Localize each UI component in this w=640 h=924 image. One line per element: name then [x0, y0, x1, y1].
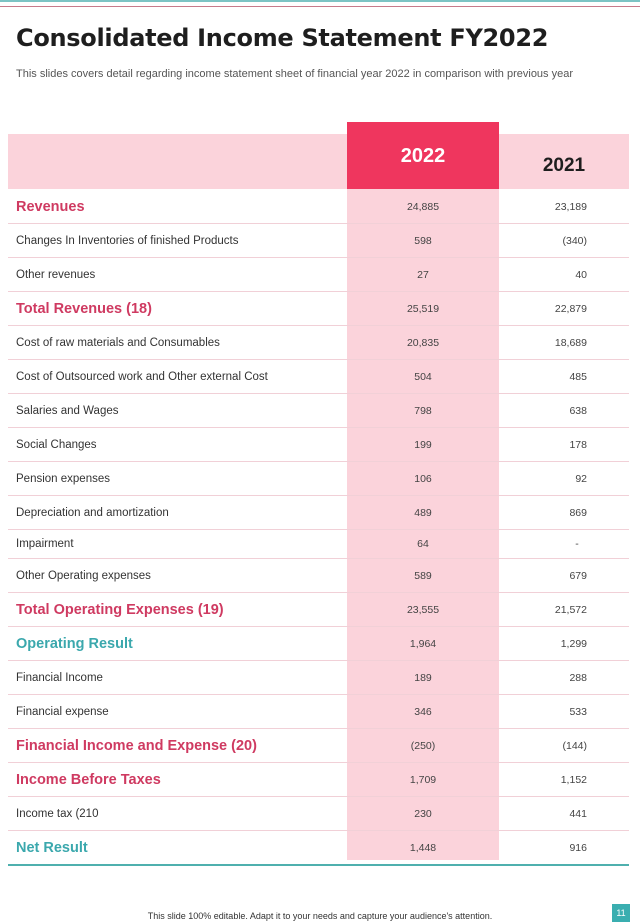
value-2022: 64: [417, 538, 429, 550]
value-2022: 346: [414, 705, 432, 718]
table-row: Cost of Outsourced work and Other extern…: [8, 360, 629, 394]
row-label: Income Before Taxes: [16, 771, 161, 788]
value-2021: 638: [569, 404, 587, 417]
row-label: Depreciation and amortization: [16, 506, 169, 519]
value-2022: 1,964: [409, 637, 437, 650]
table-body: Revenues 24,885 23,189 Changes In Inventori…: [8, 190, 629, 866]
value-2021: 21,572: [554, 603, 587, 616]
table-row: Financial Income 189 288: [8, 661, 629, 695]
table-row: Other Operating expenses 589 679: [8, 559, 629, 593]
value-2021: 23,189: [554, 200, 587, 213]
value-2021: 92: [575, 472, 587, 485]
value-2021: (340): [562, 234, 587, 247]
table-header: [8, 134, 629, 189]
value-2022: 504: [414, 370, 432, 383]
value-2021: 40: [575, 268, 587, 281]
table-row: Impairment 64 -: [8, 530, 629, 559]
table-row: Total Operating Expenses (19) 23,555 21,57…: [8, 593, 629, 627]
highlight-column-2022: [347, 122, 499, 860]
value-2022: 25,519: [406, 302, 440, 315]
table-row: Income tax (210 230 441: [8, 797, 629, 831]
value-2021: 1,299: [560, 637, 587, 650]
row-label: Total Revenues (18): [16, 300, 152, 317]
value-2022: 589: [414, 569, 432, 582]
table-row: Depreciation and amortization 489 869: [8, 496, 629, 530]
value-2022: 199: [414, 438, 432, 451]
value-2021: 533: [569, 705, 587, 718]
row-label: Net Result: [16, 839, 88, 856]
value-2022: 24,885: [406, 200, 440, 213]
value-2021: 869: [569, 506, 587, 519]
row-label: Salaries and Wages: [16, 404, 119, 417]
table-row: Income Before Taxes 1,709 1,152: [8, 763, 629, 797]
table-row: Pension expenses 106 92: [8, 462, 629, 496]
value-2021: 18,689: [554, 336, 587, 349]
table-row: Financial expense 346 533: [8, 695, 629, 729]
table-row: Total Revenues (18) 25,519 22,879: [8, 292, 629, 326]
footer-note: This slide 100% editable. Adapt it to yo…: [147, 911, 493, 921]
value-2022: 798: [414, 404, 432, 417]
table-row: Social Changes 199 178: [8, 428, 629, 462]
row-label: Income tax (210: [16, 807, 99, 820]
value-2021: 485: [569, 370, 587, 383]
value-2022: 1,448: [409, 841, 437, 854]
table-row: Cost of raw materials and Consumables 20,…: [8, 326, 629, 360]
value-2022: 27: [417, 268, 429, 281]
row-label: Impairment: [16, 538, 74, 550]
value-2022: (250): [410, 739, 436, 752]
row-label: Financial expense: [16, 705, 109, 718]
table-row: Salaries and Wages 798 638: [8, 394, 629, 428]
row-label: Other Operating expenses: [16, 569, 151, 582]
value-2022: 106: [414, 472, 432, 485]
value-2022: 230: [414, 807, 432, 820]
row-label: Total Operating Expenses (19): [16, 601, 224, 618]
value-2021: 679: [569, 569, 587, 582]
column-header-2021: 2021: [542, 154, 586, 176]
top-accent-line: [0, 6, 640, 7]
column-header-2022: 2022: [347, 122, 499, 189]
row-label: Revenues: [16, 198, 85, 215]
top-border-line: [0, 0, 640, 2]
value-2022: 189: [414, 671, 432, 684]
row-label: Pension expenses: [16, 472, 110, 485]
row-label: Operating Result: [16, 635, 133, 652]
value-2021: -: [575, 538, 579, 550]
value-2021: 441: [569, 807, 587, 820]
value-2021: 1,152: [560, 773, 587, 786]
value-2022: 1,709: [409, 773, 437, 786]
page-title: Consolidated Income Statement FY2022: [16, 24, 549, 52]
row-label: Other revenues: [16, 268, 96, 281]
row-label: Cost of raw materials and Consumables: [16, 336, 220, 349]
table-row: Operating Result 1,964 1,299: [8, 627, 629, 661]
value-2021: (144): [562, 739, 587, 752]
value-2021: 178: [569, 438, 587, 451]
value-2021: 22,879: [554, 302, 587, 315]
page-number: 11: [612, 904, 630, 922]
page-subtitle: This slides covers detail regarding inco…: [16, 68, 574, 80]
table-row: Changes In Inventories of finished Produ…: [8, 224, 629, 258]
value-2022: 20,835: [406, 336, 440, 349]
value-2022: 598: [414, 234, 432, 247]
row-label: Social Changes: [16, 438, 97, 451]
value-2021: 916: [569, 841, 587, 854]
table-row: Net Result 1,448 916: [8, 831, 629, 866]
row-label: Financial Income and Expense (20): [16, 737, 257, 754]
value-2021: 288: [569, 671, 587, 684]
value-2022: 489: [414, 506, 432, 519]
table-row: Other revenues 27 40: [8, 258, 629, 292]
row-label: Changes In Inventories of finished Produ…: [16, 234, 239, 247]
row-label: Cost of Outsourced work and Other extern…: [16, 370, 268, 383]
value-2022: 23,555: [406, 603, 440, 616]
table-row: Financial Income and Expense (20) (250) (1…: [8, 729, 629, 763]
table-row: Revenues 24,885 23,189: [8, 190, 629, 224]
row-label: Financial Income: [16, 671, 103, 684]
